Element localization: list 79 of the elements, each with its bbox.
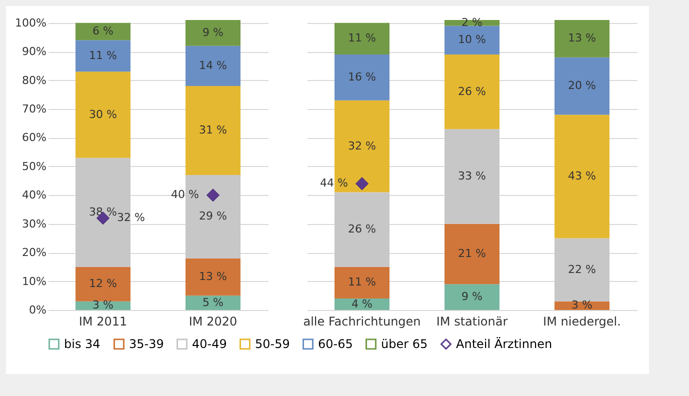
x-tick-label: IM 2020 [188,314,238,328]
bar [186,86,240,176]
data-label: 13 % [568,32,596,45]
y-tick-label: 0% [29,304,46,316]
legend-label: über 65 [381,337,428,352]
bar [186,46,240,86]
x-tick-label: alle Fachrichtungen [303,314,421,328]
bar [186,20,240,46]
data-label: 20 % [568,79,596,92]
data-label: 9 % [462,290,482,304]
data-label: 44 % [320,176,348,190]
bar [334,192,390,267]
bar [334,266,390,299]
bar [444,54,500,130]
data-label: 3 % [92,298,114,312]
y-tick-label: 50% [22,160,46,173]
data-label: 13 % [199,270,227,283]
data-label: 21 % [458,247,486,260]
data-label: 6 % [92,24,114,38]
legend-label: 40-49 [192,337,227,352]
data-label: 29 % [199,210,227,223]
bar [76,22,130,40]
bar [334,22,390,54]
legend-label: Anteil Ärztinnen [456,337,552,352]
data-label: 5 % [202,296,224,309]
data-label: 31 % [199,124,227,137]
y-tick-label: 60% [22,131,46,144]
data-label: 30 % [89,108,117,121]
bar [76,40,130,72]
y-tick-label: 10% [22,274,46,288]
x-tick-label: IM niedergel. [543,314,621,328]
y-tick-label: 30% [22,217,46,230]
bar [334,100,390,192]
legend-label: 50-59 [255,337,290,352]
data-label: 11 % [348,276,376,289]
data-label: 32 % [348,139,376,152]
data-label: 43 % [568,169,596,182]
y-tick-label: 100% [15,16,46,30]
bar [554,20,610,58]
data-label: 14 % [199,58,227,72]
data-label: 12 % [89,277,117,290]
legend-label: 60-65 [318,337,353,352]
bar [186,296,240,310]
bar [76,72,130,158]
bar [186,258,240,296]
legend-label: bis 34 [64,337,100,352]
bar [554,238,610,302]
y-tick-label: 80% [22,74,46,87]
y-tick-label: 70% [22,102,46,116]
x-tick-label: IM stationär [436,314,508,328]
data-label: 3 % [572,298,592,312]
bar [444,284,500,310]
data-label: 40 % [171,188,199,202]
data-label: 26 % [348,222,376,236]
data-label: 4 % [352,297,372,310]
y-tick-label: 90% [22,45,46,58]
bar [444,129,500,224]
data-label: 11 % [89,48,117,62]
data-label: 11 % [348,32,376,45]
bar [554,57,610,115]
bar [444,26,500,54]
data-label: 22 % [568,262,596,276]
data-label: 32 % [117,211,145,224]
data-label: 26 % [458,84,486,98]
bar [76,266,130,302]
data-label: 2 % [462,16,482,29]
data-label: 10 % [458,33,486,46]
data-label: 16 % [348,70,376,84]
bar [334,54,390,100]
y-tick-label: 20% [22,246,46,260]
bar [444,224,500,284]
data-label: 9 % [202,26,224,39]
data-label: 33 % [458,169,486,182]
bar [186,175,240,258]
bar [76,158,130,267]
y-tick-label: 40% [22,188,46,202]
bar [554,114,610,238]
legend-label: 35-39 [129,337,164,352]
x-tick-label: IM 2011 [78,314,128,328]
